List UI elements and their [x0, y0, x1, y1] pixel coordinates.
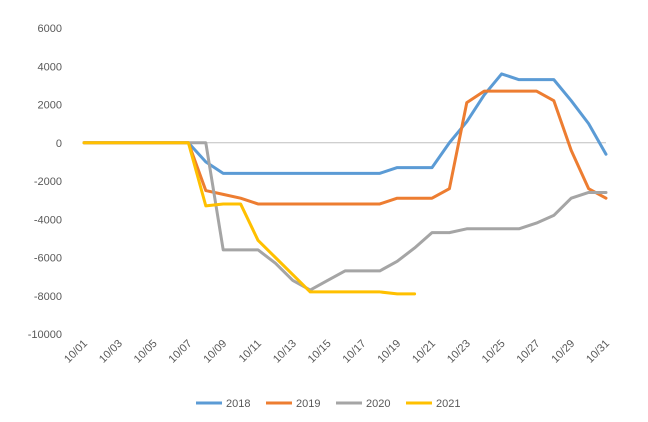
x-tick-label: 10/17	[341, 338, 369, 366]
series-lines	[82, 72, 608, 296]
x-tick-label: 10/03	[97, 338, 125, 366]
legend-label-2021: 2021	[436, 398, 460, 410]
series-line-2020	[82, 141, 608, 292]
legend-label-2019: 2019	[296, 398, 320, 410]
series-line-2019	[82, 89, 608, 206]
y-tick-label: -2000	[34, 176, 62, 188]
y-tick-label: 4000	[38, 61, 62, 73]
x-tick-label: 10/27	[515, 338, 543, 366]
x-tick-label: 10/19	[375, 338, 403, 366]
x-axis-ticks: 10/01 10/03 10/05 10/07 10/09 10/11 10/13 10/15…	[62, 338, 612, 366]
x-tick-label: 10/05	[132, 338, 160, 366]
y-tick-label: -4000	[34, 214, 62, 226]
y-tick-label: -6000	[34, 253, 62, 265]
series-line-2018	[82, 72, 608, 175]
series-line-2021	[82, 141, 417, 296]
x-tick-label: 10/23	[445, 338, 473, 366]
y-tick-label: 0	[56, 138, 62, 150]
x-tick-label: 10/11	[237, 338, 264, 365]
y-tick-label: 6000	[38, 23, 62, 35]
legend: 2018 2019 2020 2021	[196, 398, 460, 410]
y-axis-ticks: 6000 4000 2000 0 -2000 -4000 -6000 -8000 -10000	[28, 23, 62, 341]
x-tick-label: 10/29	[549, 338, 577, 366]
x-tick-label: 10/31	[584, 338, 612, 366]
y-tick-label: -8000	[34, 291, 62, 303]
legend-label-2020: 2020	[366, 398, 390, 410]
x-tick-label: 10/21	[410, 338, 438, 366]
y-tick-label: 2000	[38, 100, 62, 112]
x-tick-label: 10/15	[306, 338, 334, 366]
x-tick-label: 10/13	[271, 338, 299, 366]
y-tick-label: -10000	[28, 329, 62, 341]
x-tick-label: 10/07	[167, 338, 195, 366]
x-tick-label: 10/25	[480, 338, 508, 366]
x-tick-label: 10/09	[201, 338, 229, 366]
legend-label-2018: 2018	[226, 398, 250, 410]
x-tick-label: 10/01	[62, 338, 90, 366]
